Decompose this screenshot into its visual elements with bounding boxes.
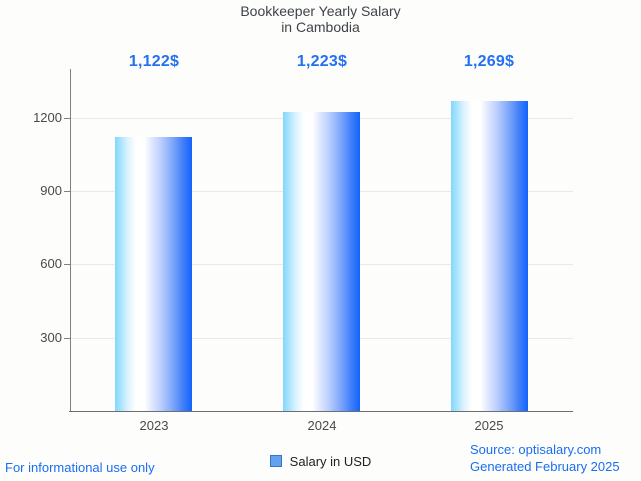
legend: Salary in USD [0,452,641,470]
disclaimer-text: For informational use only [5,460,155,475]
y-axis-tick [64,118,70,119]
y-axis-tick-label: 900 [40,183,62,198]
legend-label: Salary in USD [289,453,372,469]
chart-title-line1: Bookkeeper Yearly Salary [240,3,401,19]
y-axis-tick-label: 300 [40,330,62,345]
y-axis-tick [64,264,70,265]
bar-value-label: 1,223$ [296,53,348,70]
source-link[interactable]: Source: optisalary.com [470,442,602,457]
bar-2024[interactable] [283,112,360,411]
source-block: Source: optisalary.com Generated Februar… [470,441,620,475]
x-axis-label: 2025 [474,418,504,433]
x-axis-line [69,411,573,412]
y-axis-tick-label: 600 [40,256,62,271]
bar-2023[interactable] [115,137,192,411]
chart-title: Bookkeeper Yearly Salary in Cambodia [0,3,641,35]
chart-title-line2: in Cambodia [281,19,360,35]
x-axis-label: 2024 [307,418,337,433]
y-axis-tick-label: 1200 [33,110,62,125]
legend-swatch-icon [269,455,282,467]
bar-value-label: 1,269$ [463,53,515,70]
y-axis-tick [64,338,70,339]
generated-date: Generated February 2025 [470,459,620,474]
bar-value-label: 1,122$ [128,53,180,70]
y-axis-line [70,69,71,411]
y-axis-tick [64,191,70,192]
x-axis-label: 2023 [139,418,169,433]
bar-2025[interactable] [451,101,528,411]
